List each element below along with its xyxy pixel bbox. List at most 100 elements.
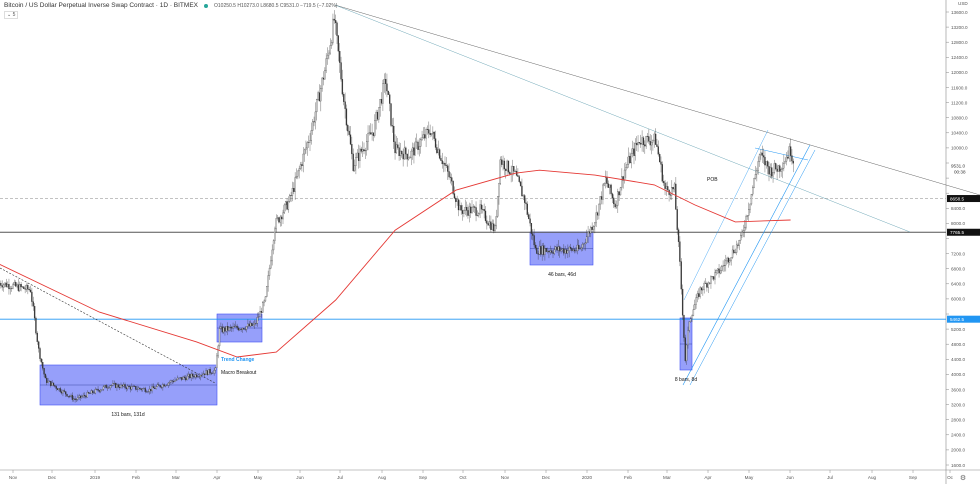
candle-body	[393, 125, 395, 142]
candle-body	[432, 131, 434, 134]
candle-body	[622, 176, 624, 181]
ohlc-values: O10250.5 H10273.0 L8680.5 C9531.0 −719.5…	[214, 2, 338, 9]
candle-body	[413, 147, 415, 156]
candle-body	[370, 132, 372, 135]
candle-body	[541, 245, 543, 255]
candle-body	[429, 133, 431, 136]
candle-body	[266, 286, 268, 297]
candle-body	[610, 184, 612, 194]
candle-body	[606, 177, 608, 184]
candle-body	[31, 291, 33, 302]
candle-body	[733, 249, 735, 253]
candle-body	[236, 325, 238, 329]
candle-body	[23, 286, 25, 289]
x-tick-label: Jun	[786, 475, 794, 480]
candle-body	[748, 209, 750, 216]
candle-body	[352, 153, 354, 171]
candle-body	[329, 45, 331, 54]
candle-body	[298, 168, 300, 172]
candle-body	[618, 191, 620, 196]
settings-gear-icon[interactable]: ⚙	[960, 474, 966, 482]
candle-body	[617, 191, 619, 206]
last-price-label: 9531.0	[951, 163, 965, 168]
x-tick-label: Nov	[501, 475, 510, 480]
candle-body	[59, 388, 61, 392]
candle-body	[692, 309, 695, 316]
candle-body	[216, 355, 218, 368]
candle-body	[549, 250, 551, 253]
price-level-label: 8658.5	[950, 196, 964, 201]
candle-body	[525, 202, 527, 205]
y-tick-label: 8400.0	[951, 206, 965, 211]
candle-body	[785, 156, 788, 162]
candle-body	[594, 222, 596, 227]
candle-body	[789, 146, 792, 156]
candle-body	[756, 170, 758, 175]
candle-body	[321, 77, 323, 89]
candle-body	[552, 252, 554, 254]
x-tick-label: 2019	[90, 475, 101, 480]
candle-body	[609, 184, 611, 188]
candle-body	[17, 284, 20, 291]
candle-body	[260, 310, 263, 313]
candle-body	[590, 226, 592, 234]
y-tick-label: 13200.0	[951, 25, 968, 30]
x-tick-label: May	[254, 475, 263, 480]
candle-body	[139, 387, 141, 390]
candle-body	[453, 193, 456, 199]
candle-body	[205, 370, 207, 375]
candle-body	[740, 234, 742, 241]
candle-body	[765, 161, 767, 166]
symbol-title[interactable]: Bitcoin / US Dollar Perpetual Inverse Sw…	[4, 2, 198, 9]
candle-body	[376, 111, 379, 120]
candle-body	[66, 393, 68, 397]
candle-body	[8, 284, 10, 290]
candle-body	[501, 159, 503, 165]
candle-body	[731, 249, 734, 258]
candle-body	[741, 231, 743, 236]
candle-body	[551, 250, 553, 253]
candle-body	[502, 160, 504, 165]
indicators-collapse-button[interactable]: ⌄ 5	[4, 11, 19, 19]
candle-body	[669, 194, 672, 196]
candle-body	[58, 388, 60, 390]
candle-body	[725, 260, 727, 266]
candle-body	[313, 121, 315, 123]
moving-average-line	[0, 169, 791, 358]
candle-body	[175, 379, 178, 381]
candle-body	[340, 62, 342, 80]
candle-body	[469, 206, 472, 214]
candle-body	[241, 327, 244, 330]
candle-body	[726, 257, 728, 262]
candle-body	[505, 168, 507, 171]
candle-body	[47, 380, 49, 383]
y-tick-label: 12000.0	[951, 70, 968, 75]
candle-body	[367, 133, 369, 142]
candle-body	[231, 327, 233, 329]
x-tick-label: Oc	[947, 475, 954, 480]
candle-body	[638, 142, 641, 144]
candle-body	[787, 156, 789, 159]
candle-body	[208, 369, 210, 375]
candle-body	[528, 214, 530, 219]
candle-body	[533, 235, 535, 246]
candle-body	[633, 148, 635, 156]
y-tick-label: 2400.0	[951, 433, 965, 438]
candle-body	[278, 217, 280, 223]
candle-body	[355, 157, 357, 166]
candle-body	[568, 246, 570, 251]
y-tick-label: 3600.0	[951, 387, 965, 392]
candle-body	[663, 181, 665, 184]
candle-body	[225, 326, 227, 332]
candle-body	[621, 176, 623, 188]
candle-body	[243, 327, 245, 330]
candle-body	[645, 136, 647, 147]
candle-body	[644, 144, 646, 147]
candle-body	[293, 188, 295, 192]
candle-body	[51, 382, 53, 386]
candle-body	[465, 207, 468, 211]
candle-body	[109, 385, 111, 388]
candle-body	[92, 390, 94, 393]
candle-body	[730, 257, 732, 261]
